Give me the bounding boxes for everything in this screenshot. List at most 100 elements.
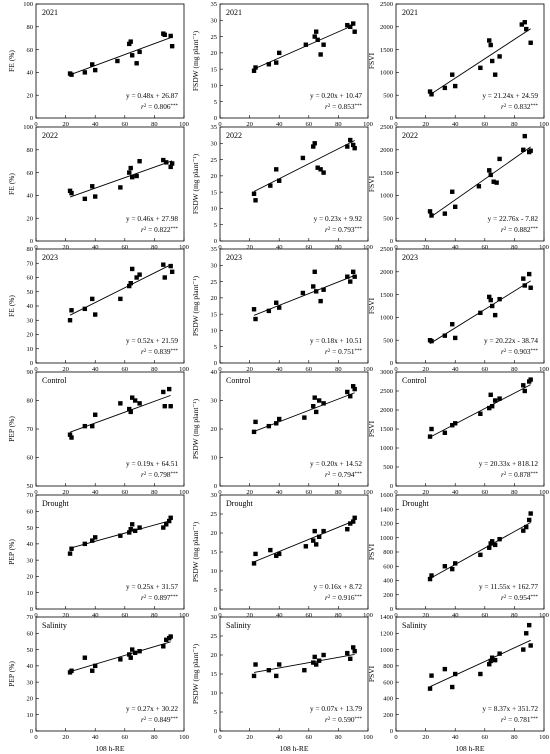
r-squared: r2 = 0.916***: [325, 593, 363, 602]
data-point: [130, 522, 135, 527]
data-point: [488, 658, 493, 664]
y-tick-label: 80: [27, 398, 34, 405]
y-tick-label: 30: [211, 398, 218, 405]
data-point: [528, 643, 533, 648]
panel-label: Control: [42, 376, 67, 385]
data-point: [453, 335, 458, 341]
y-tick-label: 70: [27, 492, 34, 499]
data-point: [348, 137, 353, 143]
data-point: [118, 533, 123, 538]
data-point: [524, 631, 529, 636]
data-point: [352, 274, 357, 279]
r-squared: r2 = 0.954***: [501, 593, 539, 602]
data-point: [348, 24, 353, 29]
x-tick-label: 0: [218, 489, 221, 496]
data-point: [162, 404, 167, 409]
data-point: [162, 32, 167, 37]
data-point: [277, 178, 282, 183]
r-squared: r2 = 0.751***: [325, 347, 363, 356]
y-tick-label: 2000: [380, 407, 393, 414]
y-tick-label: 70: [27, 260, 34, 267]
x-tick-label: 20: [62, 366, 69, 373]
regression-line: [69, 263, 173, 316]
data-point: [316, 658, 322, 663]
data-point: [167, 386, 172, 392]
y-tick-label: 60: [27, 455, 34, 462]
y-tick-label: 20: [211, 50, 218, 57]
regression-line: [253, 140, 355, 192]
y-tick-label: 2000: [380, 269, 393, 276]
data-point: [521, 528, 526, 533]
y-tick-label: 80: [27, 246, 34, 253]
plot-frame: [219, 3, 369, 119]
x-tick-label: 80: [335, 244, 342, 251]
data-point: [127, 283, 132, 289]
data-point: [300, 155, 306, 161]
x-tick-label: 60: [122, 734, 129, 741]
data-point: [488, 172, 493, 178]
y-axis-label: PSDW (mg plant⁻¹): [191, 275, 200, 336]
data-point: [345, 22, 350, 28]
y-tick-label: 1000: [380, 315, 393, 322]
data-point: [268, 547, 273, 553]
data-point: [528, 377, 533, 382]
x-tick-label: 0: [34, 734, 37, 741]
x-tick-label: 20: [62, 121, 69, 128]
y-tick-label: 30: [211, 614, 218, 621]
data-point: [69, 190, 74, 196]
data-point: [132, 398, 138, 403]
data-point: [164, 160, 169, 165]
y-tick-label: 200: [383, 712, 393, 719]
x-tick-label: 40: [276, 366, 283, 373]
y-axis-label: FSDW (mg plant⁻¹): [191, 153, 200, 214]
regression-equation: y = 0.48x + 26.87: [126, 91, 178, 100]
x-tick-label: 40: [452, 489, 459, 496]
data-point: [128, 281, 133, 286]
data-point: [488, 297, 493, 303]
y-tick-label: 5: [214, 587, 217, 594]
data-point: [82, 655, 88, 660]
x-tick-label: 0: [218, 244, 221, 251]
y-tick-label: 30: [211, 140, 218, 147]
y-axis-label: PSDW (mg plant⁻¹): [191, 398, 200, 459]
x-tick-label: 100: [539, 366, 549, 373]
data-point: [266, 308, 272, 314]
data-point: [251, 68, 257, 73]
y-tick-label: 20: [211, 530, 218, 537]
data-point: [168, 634, 173, 639]
x-tick-label: 60: [306, 734, 313, 741]
x-tick-label: 80: [151, 734, 158, 741]
data-point: [453, 561, 458, 566]
data-point: [277, 416, 282, 422]
y-tick-label: 0: [214, 728, 217, 735]
regression-equation: y = 0.23x + 9.92: [314, 214, 363, 223]
x-tick-label: 80: [335, 734, 342, 741]
y-tick-label: 40: [27, 193, 34, 200]
data-point: [168, 404, 173, 409]
y-tick-label: 10: [211, 206, 218, 213]
data-point: [522, 283, 527, 288]
data-point: [487, 545, 492, 550]
y-axis-label: PSDW (mg plant⁻¹): [191, 643, 200, 704]
plot-frame: [395, 3, 545, 119]
data-point: [169, 269, 175, 274]
y-tick-label: 400: [383, 696, 393, 703]
y-tick-label: 10: [211, 568, 218, 575]
data-point: [519, 22, 524, 27]
data-point: [277, 305, 282, 310]
data-point: [521, 276, 526, 281]
x-tick-label: 80: [511, 244, 518, 251]
data-point: [251, 307, 257, 312]
x-tick-label: 20: [62, 244, 69, 251]
y-tick-label: 1000: [380, 535, 393, 542]
regression-equation: y = 0.25x + 31.57: [126, 582, 178, 591]
data-point: [450, 684, 455, 690]
x-tick-label: 40: [276, 244, 283, 251]
data-point: [67, 188, 73, 194]
data-point: [352, 386, 357, 392]
y-tick-label: 20: [27, 332, 34, 339]
data-point: [345, 650, 350, 656]
